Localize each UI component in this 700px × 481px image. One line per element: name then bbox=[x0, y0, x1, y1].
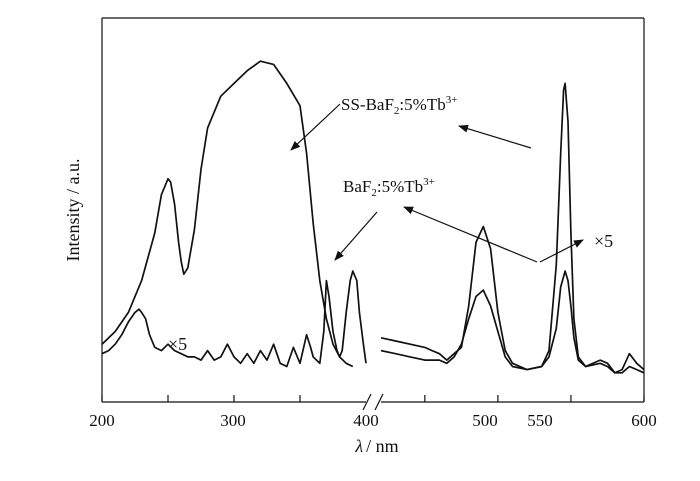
axis-break-marks bbox=[362, 393, 384, 411]
x-tick-label-300: 300 bbox=[220, 411, 246, 430]
x-ticks: 200 300 400 500 550 600 bbox=[89, 395, 657, 430]
multiplier-label-right: ×5 bbox=[594, 231, 613, 251]
arrow-baf2-right bbox=[403, 206, 538, 263]
arrow-baf2-left bbox=[334, 211, 378, 261]
x-tick-label-400: 400 bbox=[353, 411, 379, 430]
annotations: SS-BaF2:5%Tb3+ BaF2:5%Tb3+ ×5 ×5 bbox=[168, 94, 613, 354]
x-tick-label-500: 500 bbox=[472, 411, 498, 430]
x-tick-label-600: 600 bbox=[631, 411, 657, 430]
series-line-ss-baf2-segment-1 bbox=[380, 82, 645, 374]
x-axis-title: λ / nm bbox=[354, 436, 398, 456]
multiplier-label-left: ×5 bbox=[168, 334, 187, 354]
series-line-baf2-segment-1 bbox=[380, 270, 645, 374]
series-label-ss-baf2: SS-BaF2:5%Tb3+ bbox=[341, 94, 457, 117]
x-tick-label-200: 200 bbox=[89, 411, 115, 430]
series-layer bbox=[101, 60, 645, 374]
arrow-ss-right bbox=[458, 124, 532, 149]
x-tick-label-550: 550 bbox=[527, 411, 553, 430]
arrow-x5-right bbox=[539, 239, 584, 263]
series-label-baf2: BaF2:5%Tb3+ bbox=[343, 176, 435, 199]
y-axis-title: Intensity / a.u. bbox=[63, 159, 83, 262]
series-line-ss-baf2-segment-0 bbox=[101, 60, 354, 368]
arrow-ss-left bbox=[290, 103, 341, 151]
series-line-baf2-segment-0 bbox=[101, 270, 367, 368]
